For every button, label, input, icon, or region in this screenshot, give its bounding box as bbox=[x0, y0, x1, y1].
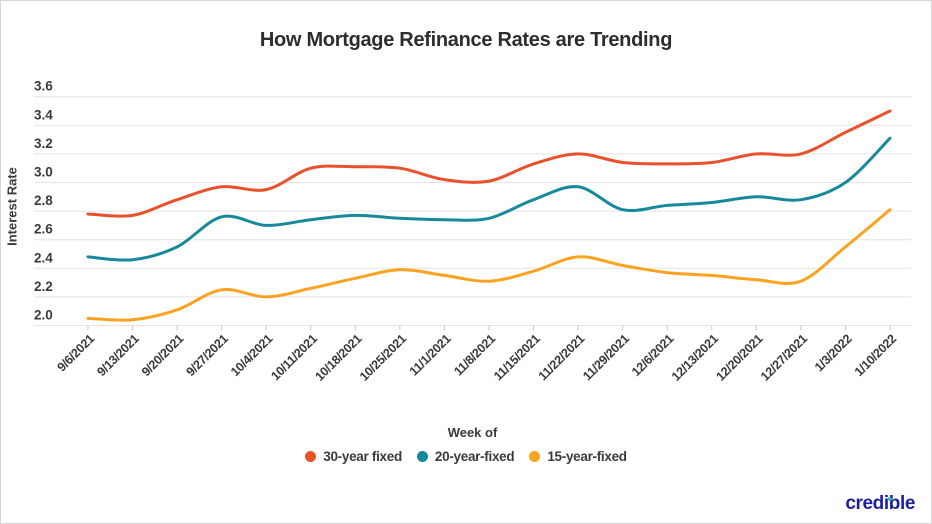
x-tick-label: 9/20/2021 bbox=[139, 331, 187, 379]
x-tick-label: 9/13/2021 bbox=[94, 331, 142, 379]
legend-item-20-year-fixed: 20-year-fixed bbox=[416, 449, 515, 464]
x-tick-label: 11/8/2021 bbox=[451, 331, 498, 378]
x-tick-label: 10/11/2021 bbox=[268, 331, 320, 383]
line-chart: 2.0 2.2 2.4 2.6 2.8 3.0 3.2 3.4 3.6 9/6/20219/13/… bbox=[34, 79, 911, 384]
y-tick-label: 3.0 bbox=[34, 165, 53, 180]
x-tick-label: 12/13/2021 bbox=[669, 331, 721, 383]
x-tick-label: 10/25/2021 bbox=[357, 331, 409, 383]
x-tick-label: 10/18/2021 bbox=[312, 331, 364, 383]
y-tick-label: 3.2 bbox=[34, 136, 53, 151]
x-axis-title: Week of bbox=[447, 425, 498, 440]
legend-item-15-year-fixed: 15-year-fixed bbox=[529, 449, 627, 464]
legend-dot-icon bbox=[305, 451, 317, 462]
y-tick-label: 2.2 bbox=[34, 279, 53, 294]
series-line-30-year fixed bbox=[86, 109, 892, 218]
credible-logo: credible bbox=[845, 493, 915, 515]
x-tick-label: 11/22/2021 bbox=[536, 331, 588, 383]
series-line-20-year-fixed bbox=[86, 136, 892, 262]
x-tick-label: 11/15/2021 bbox=[491, 331, 543, 383]
logo-i-dot-icon bbox=[887, 496, 892, 501]
y-tick-label: 3.4 bbox=[34, 107, 53, 122]
legend-dot-icon bbox=[529, 451, 541, 462]
y-tick-label: 2.0 bbox=[34, 308, 53, 323]
legend: 30-year fixed 20-year-fixed 15-year-fixe… bbox=[1, 449, 931, 464]
x-tick-label: 1/3/2022 bbox=[812, 331, 855, 374]
legend-item-30-year-fixed: 30-year fixed bbox=[305, 449, 402, 464]
legend-label: 15-year-fixed bbox=[547, 449, 627, 464]
x-tick-label: 11/1/2021 bbox=[407, 331, 454, 378]
x-tick-label: 11/29/2021 bbox=[580, 331, 632, 383]
y-tick-label: 3.6 bbox=[34, 79, 53, 94]
x-tick-label: 1/10/2022 bbox=[852, 331, 900, 379]
legend-label: 30-year fixed bbox=[323, 449, 402, 464]
y-tick-label: 2.8 bbox=[34, 193, 53, 208]
chart-title: How Mortgage Refinance Rates are Trendin… bbox=[259, 29, 673, 51]
x-tick-label: 9/6/2021 bbox=[55, 331, 98, 374]
series-line-15-year-fixed bbox=[86, 208, 892, 322]
x-tick-label: 12/27/2021 bbox=[758, 331, 810, 383]
legend-label: 20-year-fixed bbox=[434, 449, 515, 464]
legend-dot-icon bbox=[416, 451, 428, 462]
y-tick-label: 2.4 bbox=[34, 250, 53, 265]
x-tick-label: 9/27/2021 bbox=[183, 331, 231, 379]
x-tick-label: 12/20/2021 bbox=[713, 331, 765, 383]
y-tick-label: 2.6 bbox=[34, 222, 53, 237]
credible-logo-text: credible bbox=[845, 493, 915, 514]
